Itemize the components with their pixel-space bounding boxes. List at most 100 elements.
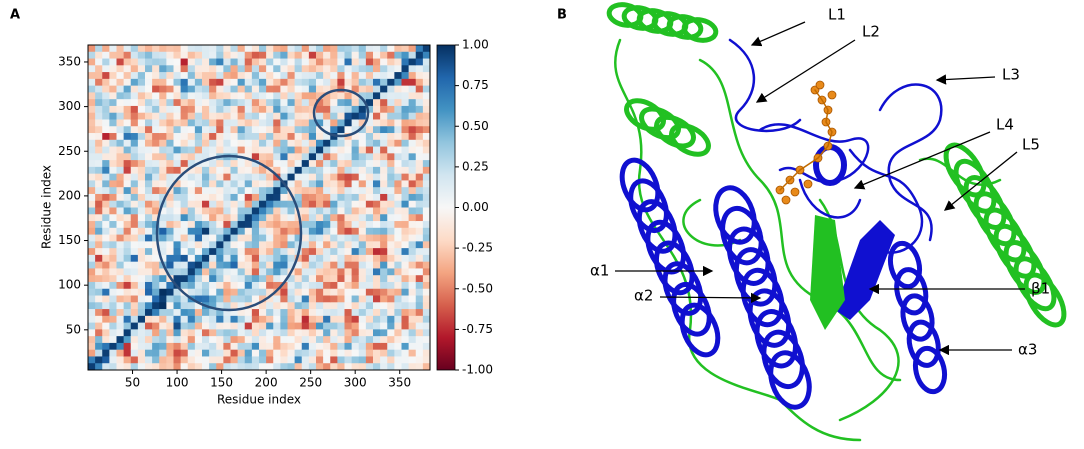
heatmap-cell [230, 133, 239, 141]
heatmap-cell [401, 349, 410, 357]
heatmap-cell [266, 336, 274, 344]
heatmap-cell [323, 85, 331, 93]
heatmap-cell [166, 65, 174, 73]
heatmap-cell [415, 349, 424, 357]
heatmap-cell [130, 309, 139, 317]
heatmap-cell [380, 281, 388, 290]
y-tick-label: 50 [66, 322, 81, 336]
heatmap-cell [351, 234, 360, 242]
heatmap-cell [116, 193, 125, 202]
heatmap-cell [380, 200, 388, 208]
heatmap-cell [422, 363, 430, 370]
heatmap-cell [187, 166, 196, 175]
heatmap-cell [358, 261, 367, 269]
heatmap-cell [294, 51, 303, 60]
heatmap-cell [401, 105, 410, 114]
heatmap-cell [401, 72, 410, 80]
heatmap-cell [152, 133, 160, 141]
heatmap-cell [180, 146, 189, 154]
heatmap-cell [237, 281, 246, 290]
heatmap-cell [294, 146, 303, 154]
heatmap-cell [123, 241, 132, 249]
heatmap-cell [351, 248, 360, 256]
heatmap-cell [109, 302, 117, 310]
heatmap-cell [95, 214, 103, 222]
heatmap-cell [344, 45, 353, 53]
heatmap-cell [130, 173, 139, 181]
heatmap-cell [145, 78, 153, 87]
heatmap-cell [287, 356, 296, 364]
heatmap-cell [365, 65, 374, 73]
heatmap-cell [116, 241, 125, 249]
heatmap-cell [394, 133, 402, 141]
heatmap-cell [344, 295, 353, 303]
heatmap-cell [223, 72, 231, 80]
heatmap-cell [109, 51, 117, 60]
heatmap-cell [237, 45, 246, 53]
heatmap-cell [187, 72, 196, 80]
heatmap-cell [180, 45, 189, 53]
heatmap-cell [408, 207, 417, 215]
heatmap-cell [130, 166, 139, 175]
y-tick-label: 350 [58, 54, 81, 68]
heatmap-cell [323, 248, 331, 256]
heatmap-cell [123, 295, 132, 303]
heatmap-cell [116, 105, 125, 114]
heatmap-cell [380, 193, 388, 202]
heatmap-cell [351, 193, 360, 202]
heatmap-cell [308, 227, 317, 236]
heatmap-cell [323, 221, 331, 229]
heatmap-cell [216, 78, 224, 87]
heatmap-cell [266, 133, 274, 141]
heatmap-cell [280, 92, 288, 100]
heatmap-cell [337, 248, 345, 256]
heatmap-cell [166, 166, 174, 175]
heatmap-cell [137, 139, 146, 148]
heatmap-cell [308, 72, 317, 80]
heatmap-cell [394, 105, 402, 114]
heatmap-cell [422, 268, 430, 276]
heatmap-cell [223, 356, 231, 364]
heatmap-cell [116, 268, 125, 276]
heatmap-cell [394, 363, 402, 370]
heatmap-cell [216, 85, 224, 93]
heatmap-cell [102, 78, 110, 87]
heatmap-cell [244, 234, 253, 242]
heatmap-cell [316, 248, 324, 256]
heatmap-cell [123, 227, 132, 236]
heatmap-cell [209, 65, 217, 73]
heatmap-cell [394, 180, 402, 188]
heatmap-cell [387, 227, 395, 236]
heatmap-cell [365, 119, 374, 127]
heatmap-cell [187, 153, 196, 161]
heatmap-cell [123, 112, 132, 120]
heatmap-cell [152, 349, 160, 357]
heatmap-cell [415, 288, 424, 297]
heatmap-cell [365, 126, 374, 134]
heatmap-cell [88, 126, 96, 134]
heatmap-cell [166, 295, 174, 303]
heatmap-cell [173, 248, 182, 256]
heatmap-cell [408, 281, 417, 290]
heatmap-cell [316, 207, 324, 215]
heatmap-cell [116, 58, 125, 66]
heatmap-cell [95, 126, 103, 134]
heatmap-cell [422, 288, 430, 297]
heatmap-cell [308, 58, 317, 66]
heatmap-cell [109, 58, 117, 66]
heatmap-cell [251, 281, 260, 290]
heatmap-cell [365, 261, 374, 269]
heatmap-cell [301, 139, 310, 148]
heatmap-cell [337, 51, 345, 60]
heatmap-cell [380, 349, 388, 357]
heatmap-cell [251, 153, 260, 161]
heatmap-cell [109, 112, 117, 120]
heatmap-cell [152, 126, 160, 134]
heatmap-cell [244, 92, 253, 100]
heatmap-cell [237, 248, 246, 256]
heatmap-cell [273, 234, 281, 242]
heatmap-cell [237, 187, 246, 195]
heatmap-cell [330, 295, 338, 303]
heatmap-cell [323, 119, 331, 127]
heatmap-cell [223, 302, 231, 310]
